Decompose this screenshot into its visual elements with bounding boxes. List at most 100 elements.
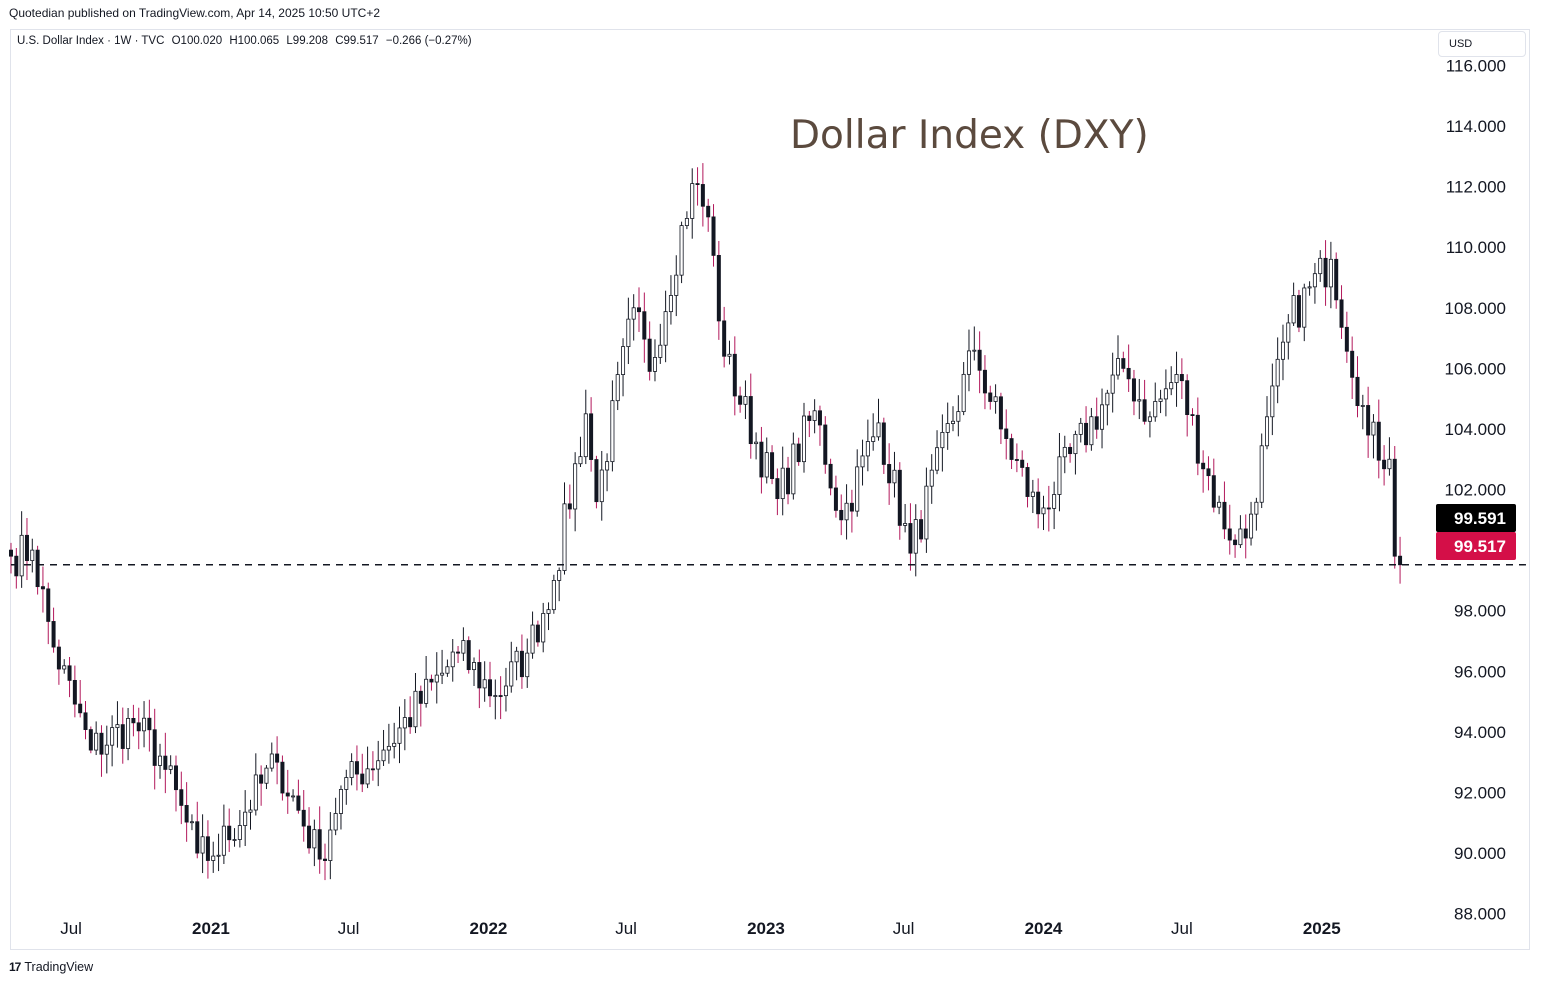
candle (1089, 407, 1094, 451)
candle-body (668, 295, 673, 313)
candle (1190, 408, 1195, 426)
footer-text: TradingView (24, 960, 94, 974)
candle-body (1334, 258, 1339, 301)
candle (94, 721, 99, 756)
candle-body (951, 420, 956, 424)
candle-body (1121, 358, 1126, 369)
candle-body (663, 311, 668, 346)
candle (828, 458, 833, 496)
candle (168, 755, 173, 775)
candle-body (269, 753, 274, 769)
candle (1344, 311, 1349, 363)
candle-body (770, 452, 775, 479)
currency-selector[interactable]: USD (1438, 31, 1526, 57)
legend-low: L99.208 (286, 35, 328, 47)
candle-body (977, 349, 982, 371)
y-tick-label: 106.000 (1445, 359, 1506, 378)
chart-pane[interactable] (10, 29, 1530, 950)
candle-body (1078, 422, 1083, 435)
footer-branding[interactable]: 17 TradingView (9, 960, 93, 974)
candle-body (1211, 475, 1216, 508)
candle (354, 745, 359, 791)
candle-body (168, 765, 173, 770)
candle-body (631, 307, 636, 320)
candle (690, 168, 695, 239)
candle (1158, 389, 1163, 414)
candle (1265, 396, 1270, 450)
candle (1137, 378, 1142, 420)
candle (1243, 514, 1248, 559)
candle (429, 674, 434, 691)
candle (301, 790, 306, 842)
y-tick-label: 114.000 (1446, 117, 1506, 136)
candle (440, 649, 445, 685)
candle-body (1302, 287, 1307, 328)
candle-body (328, 829, 333, 861)
legend-symbol[interactable]: U.S. Dollar Index · 1W · TVC (17, 35, 165, 47)
candle (1291, 282, 1296, 326)
candle-body (349, 761, 354, 778)
candle-body (99, 732, 104, 755)
candle (1126, 344, 1131, 392)
candle-body (285, 792, 290, 797)
candle (1238, 515, 1243, 548)
candle-body (754, 441, 759, 445)
candle-body (1376, 421, 1381, 461)
y-tick-label: 98.000 (1454, 602, 1506, 621)
candle (817, 405, 822, 446)
candle-body (131, 718, 136, 724)
candle (988, 385, 993, 410)
candle (1025, 462, 1030, 508)
candle-body (88, 729, 93, 751)
price-label-text: 99.591 (1454, 509, 1506, 528)
candle-body (519, 650, 524, 678)
candle (1249, 501, 1254, 546)
candle (881, 417, 886, 474)
candle-body (1387, 458, 1392, 470)
candle (1217, 495, 1222, 515)
candle-body (227, 825, 232, 841)
candle-body (1169, 382, 1174, 390)
candle-body (24, 534, 29, 561)
candle-body (126, 718, 131, 749)
candle-body (1312, 273, 1317, 288)
x-tick-label: 2023 (747, 919, 785, 938)
candle (567, 484, 572, 519)
candle (195, 801, 200, 859)
candle-body (1265, 416, 1270, 447)
candle (509, 641, 514, 693)
candle (8, 542, 13, 574)
candle-body (1179, 374, 1184, 382)
candle-body (51, 621, 56, 648)
x-tick-label: 2022 (470, 919, 508, 938)
candle (1302, 283, 1307, 342)
candle-body (706, 205, 711, 218)
candle-body (386, 745, 391, 751)
candle-body (30, 549, 35, 561)
candle (24, 517, 29, 581)
candle (243, 790, 248, 847)
y-tick-label: 94.000 (1454, 723, 1506, 742)
candle-body (142, 717, 147, 732)
candle-body (136, 722, 141, 732)
candle-body (1009, 438, 1014, 460)
legend-high: H100.065 (229, 35, 280, 47)
legend-open: O100.020 (171, 35, 223, 47)
candle (1387, 437, 1392, 476)
legend-close: C99.517 (335, 35, 379, 47)
candle-body (1206, 468, 1211, 477)
candle-body (413, 690, 418, 728)
y-tick-label: 104.000 (1445, 420, 1506, 439)
price-label-bg (1436, 504, 1516, 532)
y-tick-label: 108.000 (1445, 299, 1506, 318)
candle-body (381, 749, 386, 762)
candle-body (1366, 405, 1371, 436)
candle-body (679, 225, 684, 276)
candle-body (477, 662, 482, 689)
candle-body (1030, 491, 1035, 497)
candle-body (919, 519, 924, 540)
candle-body (865, 441, 870, 457)
candle-body (216, 854, 221, 857)
candle (1323, 240, 1328, 306)
candle (1179, 358, 1184, 400)
